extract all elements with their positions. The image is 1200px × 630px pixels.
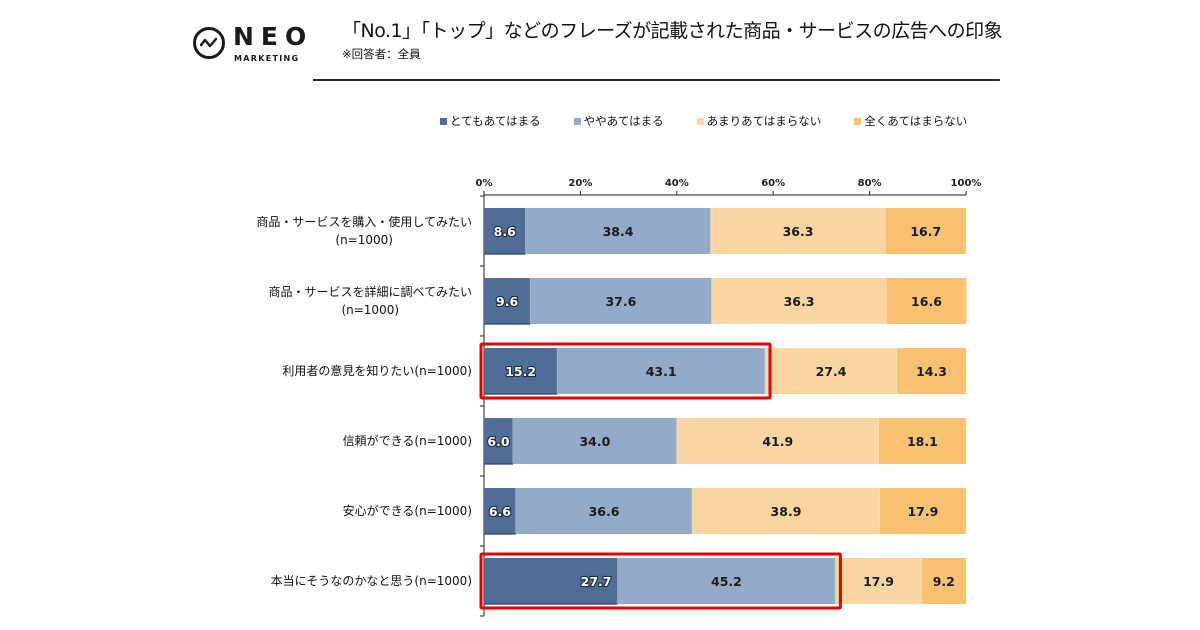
row-label-line: (n=1000) [341,303,400,317]
legend-label: とてもあてはまる [450,114,541,128]
bar-segment [710,208,886,254]
x-tick-label: 0% [476,178,493,189]
bar-value-label: 15.2 [505,364,536,379]
legend-label: ややあてはまる [583,114,664,128]
bar-value-label: 27.7 [581,574,612,589]
pulse-circle-icon [193,27,225,59]
row-label-line: 本当にそうなのかなと思う(n=1000) [270,574,472,588]
brand-subname: MARKETING [234,54,300,63]
bar-value-label: 6.6 [489,504,511,519]
bar-value-label: 36.3 [784,294,815,309]
title-divider [313,79,1000,81]
legend-label: あまりあてはまらない [706,114,822,128]
bar-segment [512,418,677,464]
bar-segment [484,208,526,254]
x-tick-label: 80% [858,178,882,189]
bar-segment [879,488,966,534]
chart-legend: とてもあてはまる ややあてはまる あまりあてはまらない 全くあてはまらない [440,113,1000,129]
bar-value-label: 43.1 [646,364,677,379]
bar-value-label: 16.7 [910,224,941,239]
bar-segment [617,558,836,604]
brand-logo: NEO MARKETING [193,22,313,72]
legend-item-very: とてもあてはまる [440,113,541,129]
row-label: 利用者の意見を知りたい(n=1000) [282,362,472,380]
x-tick-label: 40% [665,178,689,189]
bar-segment [878,418,966,464]
bar-value-label: 16.6 [911,294,942,309]
bar-value-label: 38.4 [603,224,634,239]
bar-value-label: 36.3 [783,224,814,239]
legend-label: 全くあてはまらない [864,114,968,128]
row-label-line: 商品・サービスを購入・使用してみたい [256,215,472,229]
brand-name: NEO [233,22,314,51]
bar-segment [676,418,879,464]
bar-segment [886,278,967,324]
bar-segment [484,418,513,464]
chart-title: 「No.1」「トップ」などのフレーズが記載された商品・サービスの広告への印象 [342,20,1003,42]
x-tick-label: 20% [568,178,592,189]
row-label-line: 安心ができる(n=1000) [342,504,472,518]
bar-value-label: 38.9 [771,504,802,519]
row-label: 安心ができる(n=1000) [343,502,472,520]
bar-value-label: 6.0 [487,434,509,449]
bar-segment [765,348,898,394]
chart-subtitle: ※回答者：全員 [342,47,421,61]
bar-segment [515,488,693,534]
row-label: 商品・サービスを購入・使用してみたい (n=1000) [256,213,472,249]
legend-swatch [440,117,447,125]
bar-value-label: 9.2 [933,574,955,589]
bar-segment [885,208,966,254]
bar-value-label: 45.2 [711,574,742,589]
bar-value-label: 41.9 [762,434,793,449]
bar-value-label: 37.6 [605,294,636,309]
legend-item-not-at-all: 全くあてはまらない [854,113,967,129]
highlight-box [479,342,772,400]
bar-value-label: 9.6 [496,294,518,309]
bar-value-label: 17.9 [907,504,938,519]
x-tick-label: 60% [761,178,785,189]
bar-value-label: 34.0 [579,434,610,449]
bar-value-label: 36.6 [589,504,620,519]
row-label-line: 信頼ができる(n=1000) [342,434,472,448]
row-label: 商品・サービスを詳細に調べてみたい (n=1000) [268,283,472,319]
row-label: 本当にそうなのかなと思う(n=1000) [271,572,472,590]
legend-swatch [573,117,581,125]
bar-value-label: 14.3 [916,364,947,379]
legend-swatch [696,117,704,125]
bar-segment [530,278,712,324]
bar-value-label: 27.4 [816,364,847,379]
bar-value-label: 18.1 [907,434,938,449]
bar-segment [484,558,618,604]
bar-segment [711,278,887,324]
bar-segment [484,488,516,534]
legend-item-somewhat: ややあてはまる [573,113,664,129]
bar-value-label: 8.6 [494,224,516,239]
bar-segment [484,348,558,394]
x-tick-label: 100% [951,178,982,189]
bar-segment [897,348,966,394]
bar-segment [835,558,922,604]
bar-segment [557,348,766,394]
row-label-line: (n=1000) [335,233,393,247]
bar-segment [921,558,966,604]
bar-segment [525,208,711,254]
bar-segment [692,488,880,534]
row-label: 信頼ができる(n=1000) [343,432,472,450]
legend-swatch [854,117,862,125]
legend-item-not-much: あまりあてはまらない [696,113,822,129]
bar-segment [484,278,531,324]
bar-value-label: 17.9 [863,574,894,589]
row-label-line: 商品・サービスを詳細に調べてみたい [268,285,472,299]
highlight-box [479,552,842,610]
row-label-line: 利用者の意見を知りたい(n=1000) [282,364,472,378]
